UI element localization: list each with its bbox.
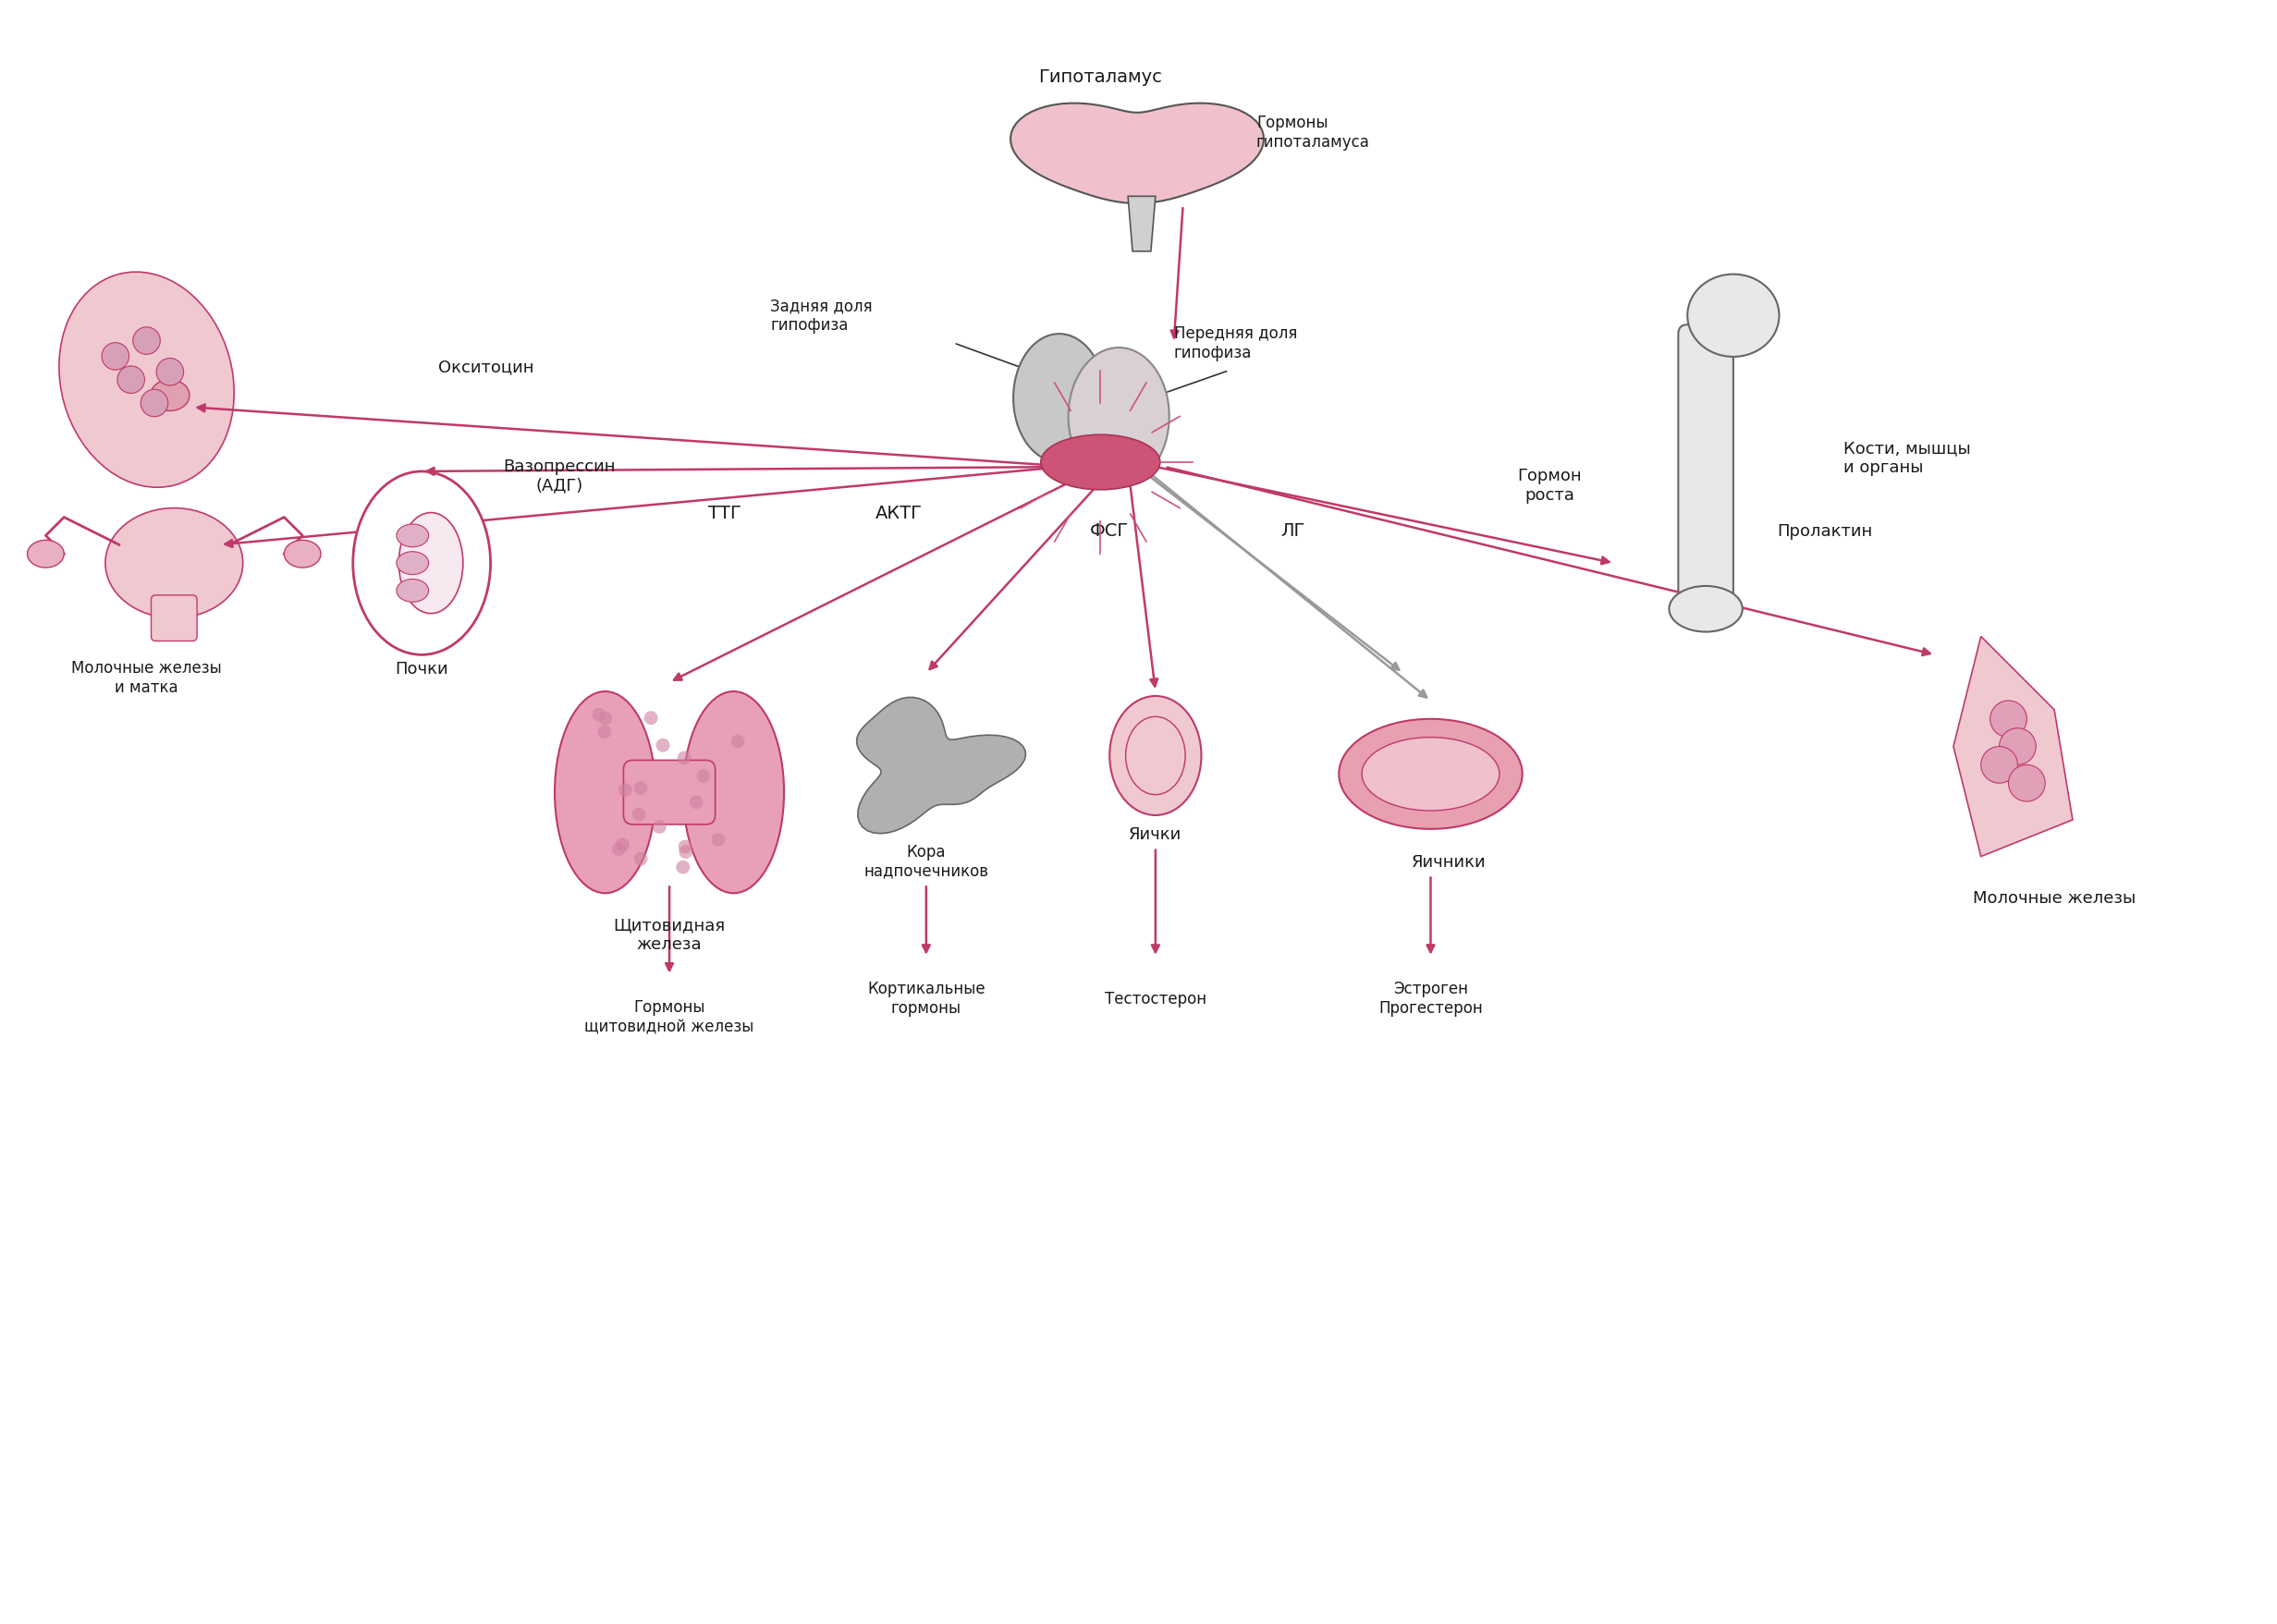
Ellipse shape	[644, 711, 658, 726]
Text: ФСГ: ФСГ	[1091, 523, 1129, 539]
Text: Щитовидная
железа: Щитовидная железа	[613, 916, 726, 952]
Ellipse shape	[556, 692, 656, 893]
Ellipse shape	[690, 796, 704, 809]
Ellipse shape	[597, 726, 613, 739]
Ellipse shape	[157, 359, 184, 387]
Ellipse shape	[679, 840, 692, 854]
Text: Молочные железы: Молочные железы	[1972, 890, 2136, 906]
Text: Гормоны
щитовидной железы: Гормоны щитовидной железы	[585, 999, 754, 1034]
Ellipse shape	[1990, 702, 2027, 737]
Ellipse shape	[102, 343, 130, 370]
Polygon shape	[1011, 104, 1264, 205]
Ellipse shape	[1362, 737, 1501, 810]
Ellipse shape	[396, 580, 428, 603]
Text: Пролактин: Пролактин	[1778, 523, 1872, 539]
Polygon shape	[1127, 197, 1154, 252]
Ellipse shape	[1669, 586, 1742, 632]
Ellipse shape	[1339, 719, 1523, 830]
Ellipse shape	[59, 273, 235, 487]
Text: ЛГ: ЛГ	[1282, 523, 1305, 539]
Ellipse shape	[1981, 747, 2017, 784]
Ellipse shape	[27, 541, 64, 568]
Ellipse shape	[105, 508, 244, 619]
Text: ТТГ: ТТГ	[708, 503, 740, 521]
Ellipse shape	[285, 541, 321, 568]
Ellipse shape	[1109, 697, 1202, 815]
Text: Окситоцин: Окситоцин	[437, 359, 533, 375]
Ellipse shape	[1041, 435, 1159, 490]
Text: АКТГ: АКТГ	[874, 503, 922, 521]
Ellipse shape	[396, 552, 428, 575]
Ellipse shape	[118, 367, 146, 395]
Ellipse shape	[396, 525, 428, 547]
Text: Почки: Почки	[396, 661, 449, 677]
Ellipse shape	[653, 820, 667, 835]
Ellipse shape	[619, 783, 633, 797]
Ellipse shape	[731, 736, 745, 749]
Text: Кора
надпочечников: Кора надпочечников	[863, 843, 988, 879]
Ellipse shape	[353, 473, 490, 654]
Ellipse shape	[1999, 729, 2036, 765]
Text: Яичники: Яичники	[1412, 853, 1487, 870]
Ellipse shape	[633, 781, 647, 796]
Ellipse shape	[613, 843, 626, 856]
Text: Вазопрессин
(АДГ): Вазопрессин (АДГ)	[503, 458, 615, 494]
Ellipse shape	[710, 833, 724, 848]
Ellipse shape	[683, 692, 783, 893]
Ellipse shape	[676, 752, 692, 765]
FancyBboxPatch shape	[1678, 325, 1733, 619]
Text: Гормоны
гипоталамуса: Гормоны гипоталамуса	[1257, 114, 1371, 151]
Text: Кости, мышцы
и органы: Кости, мышцы и органы	[1844, 440, 1970, 476]
Ellipse shape	[679, 846, 692, 859]
Text: Тестостерон: Тестостерон	[1104, 991, 1207, 1007]
Polygon shape	[856, 698, 1025, 835]
Ellipse shape	[633, 853, 647, 866]
Ellipse shape	[1068, 348, 1168, 486]
Ellipse shape	[132, 328, 159, 356]
Text: Эстроген
Прогестерон: Эстроген Прогестерон	[1378, 981, 1482, 1017]
Ellipse shape	[592, 708, 606, 723]
FancyBboxPatch shape	[150, 596, 198, 641]
Text: Гипоталамус: Гипоталамус	[1038, 68, 1161, 86]
Ellipse shape	[150, 380, 189, 411]
Text: Яички: Яички	[1129, 825, 1182, 843]
Ellipse shape	[1687, 274, 1778, 357]
Text: Задняя доля
гипофиза: Задняя доля гипофиза	[770, 297, 872, 333]
Ellipse shape	[697, 770, 710, 783]
Polygon shape	[1954, 637, 2072, 857]
Ellipse shape	[656, 739, 669, 752]
Ellipse shape	[615, 838, 628, 853]
Text: Молочные железы
и матка: Молочные железы и матка	[71, 659, 221, 695]
Ellipse shape	[676, 861, 690, 874]
Ellipse shape	[599, 711, 613, 726]
Text: Передняя доля
гипофиза: Передняя доля гипофиза	[1175, 325, 1298, 361]
Ellipse shape	[1013, 335, 1104, 463]
Ellipse shape	[398, 513, 462, 614]
Text: Кортикальные
гормоны: Кортикальные гормоны	[868, 981, 986, 1017]
Ellipse shape	[633, 807, 647, 822]
Ellipse shape	[2008, 765, 2045, 802]
FancyBboxPatch shape	[624, 760, 715, 825]
Text: Гормон
роста: Гормон роста	[1519, 468, 1583, 503]
Ellipse shape	[141, 390, 168, 417]
